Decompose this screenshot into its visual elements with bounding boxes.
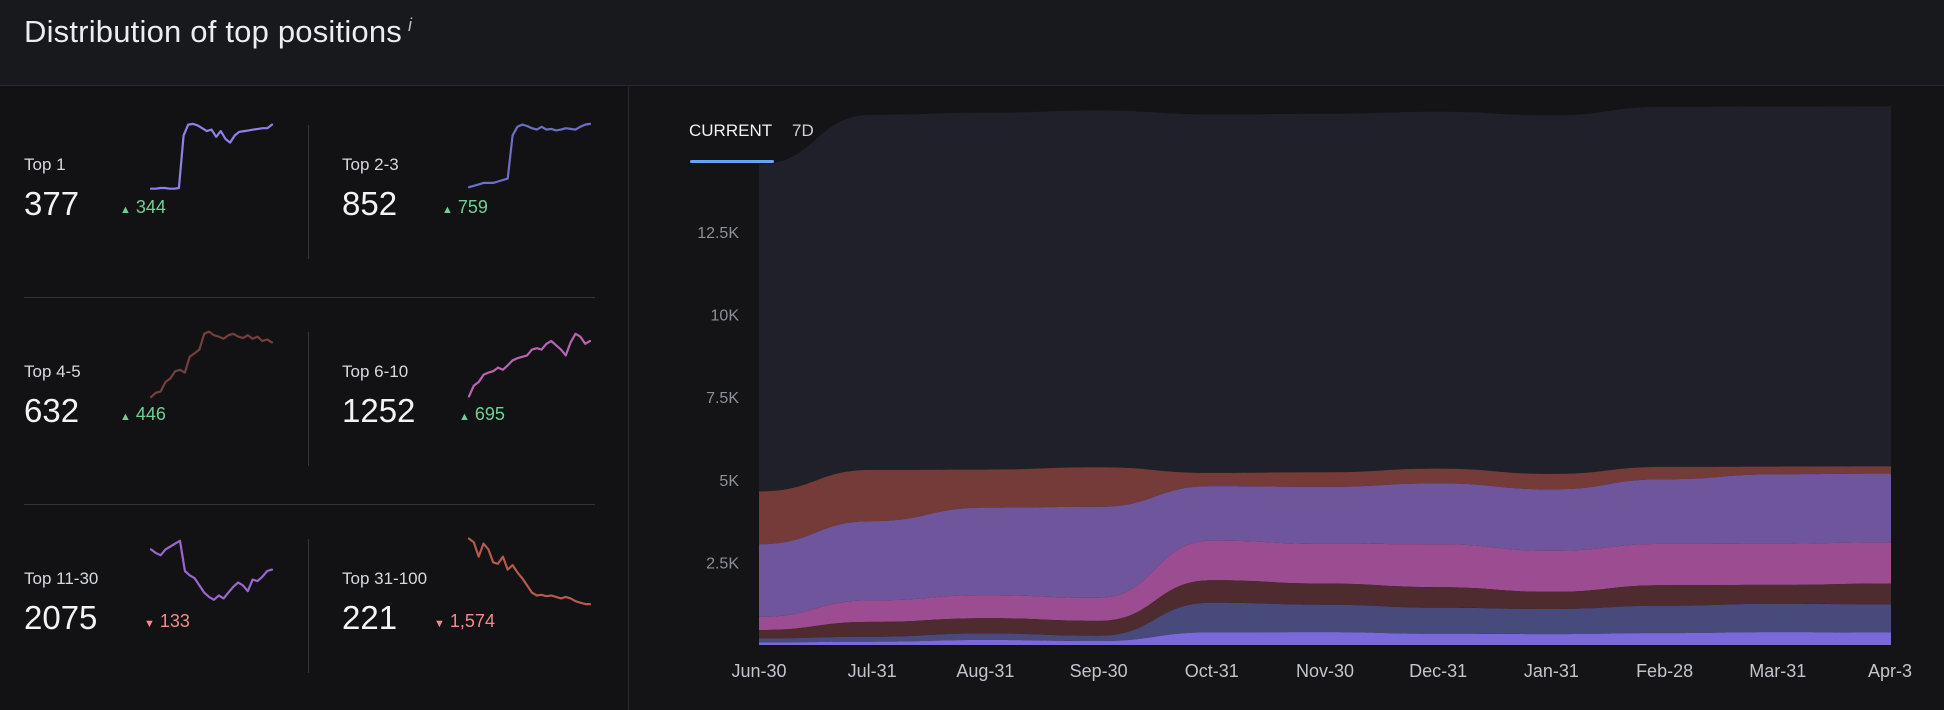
sparkline-path (149, 539, 274, 601)
row-divider (24, 297, 595, 298)
sparkline-path (149, 122, 274, 190)
summary-card-top-31-100[interactable]: Top 31-100 221 ▼ 1,574 (342, 501, 642, 701)
trend-arrow-icon: ▼ (144, 618, 155, 630)
y-tick-label: 10K (711, 308, 740, 325)
column-divider (308, 332, 309, 466)
summary-delta: ▲ 446 (120, 404, 166, 424)
row-divider (24, 504, 595, 505)
column-divider (308, 539, 309, 673)
summary-delta: ▲ 344 (120, 197, 166, 217)
sparkline (467, 122, 592, 189)
x-tick-label: Oct-31 (1185, 661, 1239, 681)
tab-7d[interactable]: 7D (792, 121, 814, 140)
sparkline (149, 122, 274, 190)
area-top-6-10[interactable] (759, 540, 1891, 631)
y-tick-label: 5K (719, 473, 739, 490)
summary-card-top-1[interactable]: Top 1 377 ▲ 344 (24, 87, 324, 287)
summary-card-top-2-3[interactable]: Top 2-3 852 ▲ 759 (342, 87, 642, 287)
summary-card-top-6-10[interactable]: Top 6-10 1252 ▲ 695 (342, 294, 642, 494)
summary-value: 377 (24, 185, 80, 222)
area-top-1[interactable] (759, 632, 1891, 645)
sparkline (467, 537, 592, 606)
summary-grid: Top 1 377 ▲ 344 Top 2-3 852 ▲ 759 Top 4-… (0, 87, 628, 710)
sparkline (149, 539, 274, 601)
summary-card-top-4-5[interactable]: Top 4-5 632 ▲ 446 (24, 294, 324, 494)
x-tick-label: Mar-31 (1749, 661, 1806, 681)
x-tick-label: Dec-31 (1409, 661, 1467, 681)
summary-delta: ▼ 133 (144, 611, 190, 631)
summary-label: Top 1 (24, 155, 66, 174)
x-tick-label: Apr-3 (1868, 661, 1912, 681)
y-tick-label: 2.5K (706, 555, 739, 572)
trend-arrow-icon: ▲ (442, 204, 453, 216)
area-total[interactable] (759, 106, 1891, 492)
chart-areas (759, 106, 1891, 645)
sparkline (149, 330, 274, 399)
summary-label: Top 2-3 (342, 155, 399, 174)
page-title: Distribution of top positions i (24, 14, 413, 49)
x-tick-label: Jan-31 (1524, 661, 1579, 681)
x-tick-label: Jul-31 (848, 661, 897, 681)
trend-arrow-icon: ▲ (120, 411, 131, 423)
sparkline-path (467, 122, 592, 189)
summary-label: Top 6-10 (342, 362, 409, 381)
sparkline-path (467, 332, 592, 398)
summary-value: 221 (342, 599, 398, 636)
area-top-11-30[interactable] (759, 473, 1891, 617)
x-tick-label: Sep-30 (1070, 661, 1128, 681)
stacked-area-chart: 2.5K 5K 7.5K 10K 12.5K Jun-30 Jul-31 Aug-31 Sep-… (697, 106, 1912, 681)
area-top-2-3[interactable] (759, 602, 1891, 643)
x-tick-label: Feb-28 (1636, 661, 1693, 681)
sparkline (467, 332, 592, 398)
column-divider (308, 125, 309, 259)
summary-value: 1252 (342, 392, 416, 429)
tab-current[interactable]: CURRENT (689, 121, 773, 140)
summary-card-top-11-30[interactable]: Top 11-30 2075 ▼ 133 (24, 501, 324, 701)
x-tick-label: Nov-30 (1296, 661, 1354, 681)
area-top-4-5[interactable] (759, 580, 1891, 639)
sparkline-path (149, 330, 274, 399)
summary-delta: ▲ 759 (442, 197, 488, 217)
trend-arrow-icon: ▲ (459, 411, 470, 423)
summary-label: Top 31-100 (342, 569, 428, 588)
y-tick-label: 12.5K (697, 225, 739, 242)
summary-value: 2075 (24, 599, 98, 636)
summary-label: Top 4-5 (24, 362, 81, 381)
summary-delta: ▲ 695 (459, 404, 505, 424)
summary-delta: ▼ 1,574 (434, 611, 495, 631)
x-tick-label: Jun-30 (731, 661, 786, 681)
trend-arrow-icon: ▲ (120, 204, 131, 216)
panel-header: Distribution of top positions i (0, 0, 1944, 86)
y-tick-label: 7.5K (706, 390, 739, 407)
trend-arrow-icon: ▼ (434, 618, 445, 630)
active-tab-indicator (690, 160, 774, 163)
info-icon[interactable]: i (408, 14, 413, 35)
sparkline-path (467, 537, 592, 606)
summary-value: 852 (342, 185, 398, 222)
summary-value: 632 (24, 392, 80, 429)
chart-panel: CURRENT 7D 1M 3M 6M 1Y 2Y TOP 1TOP 2-3TO… (628, 87, 1944, 710)
summary-label: Top 11-30 (24, 569, 99, 588)
area-top-31-100[interactable] (759, 466, 1891, 545)
x-tick-label: Aug-31 (956, 661, 1014, 681)
